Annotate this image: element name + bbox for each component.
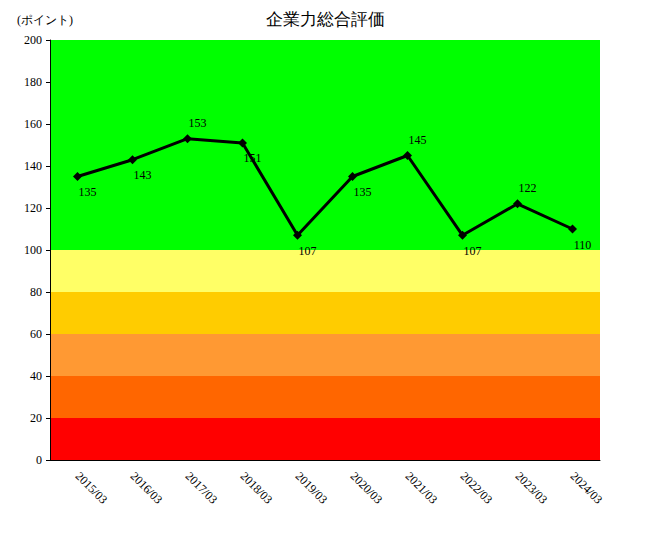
svg-text:145: 145 <box>409 133 427 147</box>
svg-text:120: 120 <box>24 201 42 215</box>
svg-text:2022/03: 2022/03 <box>458 469 496 507</box>
svg-text:122: 122 <box>519 181 537 195</box>
svg-text:107: 107 <box>464 244 482 258</box>
svg-text:151: 151 <box>244 151 262 165</box>
svg-text:20: 20 <box>30 411 42 425</box>
svg-text:2015/03: 2015/03 <box>73 469 111 507</box>
svg-text:143: 143 <box>134 168 152 182</box>
svg-text:140: 140 <box>24 159 42 173</box>
svg-text:110: 110 <box>574 238 592 252</box>
svg-text:2016/03: 2016/03 <box>128 469 166 507</box>
svg-text:135: 135 <box>354 185 372 199</box>
svg-text:2019/03: 2019/03 <box>293 469 331 507</box>
svg-text:2018/03: 2018/03 <box>238 469 276 507</box>
svg-text:2024/03: 2024/03 <box>568 469 606 507</box>
svg-text:0: 0 <box>36 453 42 467</box>
svg-text:2021/03: 2021/03 <box>403 469 441 507</box>
svg-text:2020/03: 2020/03 <box>348 469 386 507</box>
svg-text:40: 40 <box>30 369 42 383</box>
svg-text:企業力総合評価: 企業力総合評価 <box>266 10 385 29</box>
svg-text:107: 107 <box>299 244 317 258</box>
svg-text:160: 160 <box>24 117 42 131</box>
svg-text:135: 135 <box>79 185 97 199</box>
svg-text:2017/03: 2017/03 <box>183 469 221 507</box>
svg-text:200: 200 <box>24 33 42 47</box>
svg-text:100: 100 <box>24 243 42 257</box>
svg-text:2023/03: 2023/03 <box>513 469 551 507</box>
svg-text:60: 60 <box>30 327 42 341</box>
svg-text:180: 180 <box>24 75 42 89</box>
svg-text:(ポイント): (ポイント) <box>17 13 73 27</box>
svg-text:153: 153 <box>189 116 207 130</box>
svg-text:80: 80 <box>30 285 42 299</box>
